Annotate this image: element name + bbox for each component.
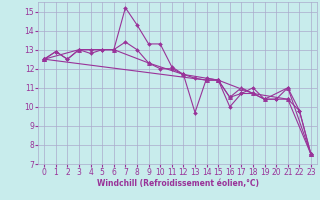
X-axis label: Windchill (Refroidissement éolien,°C): Windchill (Refroidissement éolien,°C): [97, 179, 259, 188]
